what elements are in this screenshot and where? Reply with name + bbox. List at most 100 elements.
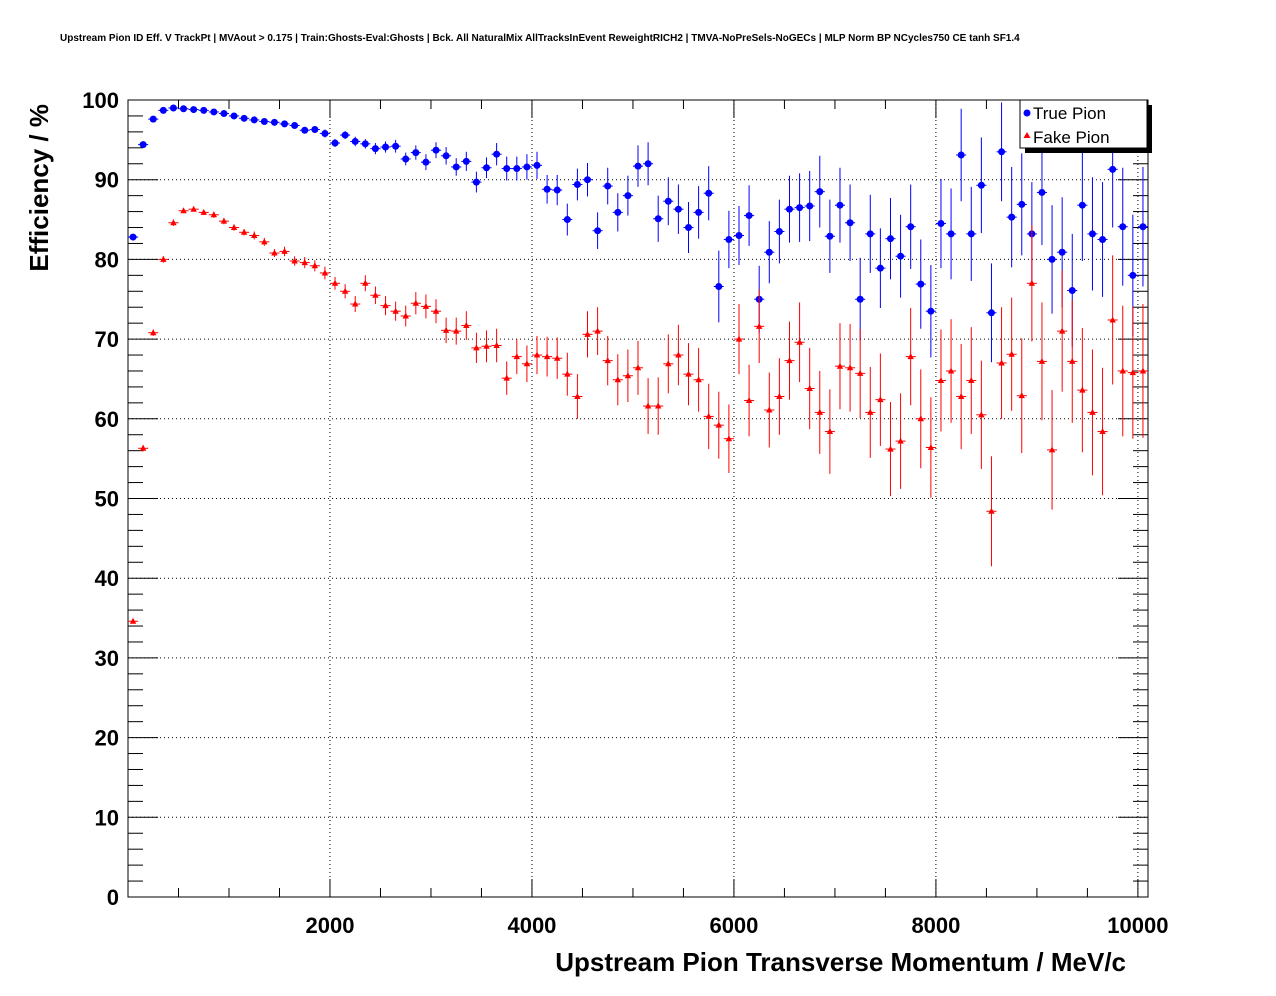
fake-pion-point [412, 299, 420, 306]
true-pion-point [503, 165, 511, 173]
y-tick-label: 10 [95, 805, 119, 830]
true-pion-point [533, 161, 541, 169]
true-pion-point [826, 232, 834, 240]
fake-pion-point [1028, 279, 1036, 286]
true-pion-point [1088, 230, 1096, 238]
fake-pion-point [675, 351, 682, 358]
fake-pion-point [220, 217, 228, 224]
x-tick-label: 4000 [507, 913, 556, 938]
fake-pion-point [1048, 446, 1056, 453]
fake-pion-point [554, 354, 561, 361]
true-pion-point [907, 223, 915, 231]
true-pion-series [128, 102, 1148, 363]
true-pion-point [220, 110, 228, 118]
fake-pion-point [796, 338, 803, 345]
y-tick-label: 70 [95, 327, 119, 352]
true-pion-point [210, 108, 218, 116]
fake-pion-point [897, 437, 904, 444]
fake-pion-point [129, 617, 137, 624]
true-pion-point [897, 252, 905, 260]
fake-pion-point [816, 408, 823, 415]
fake-pion-point [634, 364, 642, 371]
fake-pion-point [331, 279, 339, 286]
true-pion-point [967, 230, 975, 238]
grid-lines [128, 99, 1148, 897]
fake-pion-point [442, 326, 450, 333]
legend-box [1019, 99, 1148, 149]
fake-pion-point [846, 364, 854, 371]
fake-pion-point [392, 307, 399, 314]
fake-pion-point [745, 396, 753, 403]
true-pion-point [281, 120, 289, 128]
y-tick-label: 0 [107, 885, 119, 910]
fake-pion-point [776, 392, 783, 399]
true-pion-point [674, 205, 682, 213]
true-pion-point [139, 141, 147, 149]
fake-pion-point [170, 219, 177, 226]
fake-pion-point [755, 322, 763, 329]
true-pion-point [614, 208, 622, 216]
fake-pion-point [937, 377, 945, 384]
fake-pion-point [1008, 350, 1015, 357]
true-pion-point [634, 162, 642, 170]
y-tick-label: 60 [95, 407, 119, 432]
fake-pion-point [624, 372, 632, 379]
y-tick-label: 100 [82, 88, 119, 113]
fake-pion-point [1038, 357, 1046, 364]
true-pion-point [1008, 213, 1016, 221]
fake-pion-point [1119, 367, 1126, 374]
true-pion-point [392, 142, 400, 150]
y-tick-label: 40 [95, 566, 119, 591]
fake-pion-point [230, 224, 238, 231]
true-pion-point [644, 160, 652, 168]
legend-true-pion-label: True Pion [1033, 104, 1106, 123]
fake-pion-point [947, 367, 955, 374]
true-pion-point [1058, 248, 1066, 256]
data-series [128, 102, 1148, 624]
fake-pion-point [523, 360, 531, 367]
true-pion-point [493, 150, 501, 158]
true-pion-point [705, 189, 713, 197]
fake-pion-point [856, 369, 864, 376]
legend-true-pion-marker [1023, 109, 1031, 117]
true-pion-point [796, 204, 804, 212]
true-pion-point [240, 114, 248, 122]
fake-pion-point [594, 327, 601, 334]
true-pion-point [765, 248, 773, 256]
fake-pion-point [210, 211, 218, 218]
true-pion-point [836, 201, 844, 209]
fake-pion-point [988, 507, 995, 514]
fake-pion-point [372, 291, 379, 298]
fake-pion-point [352, 300, 359, 307]
true-pion-point [594, 227, 602, 235]
fake-pion-point [513, 353, 521, 360]
fake-pion-point [180, 207, 187, 214]
true-pion-point [1068, 286, 1076, 294]
true-pion-point [462, 157, 470, 165]
y-tick-label: 20 [95, 726, 119, 751]
fake-pion-point [685, 370, 692, 377]
true-pion-point [412, 149, 420, 157]
fake-pion-point [1018, 392, 1025, 399]
fake-pion-point [362, 279, 369, 286]
fake-pion-point [1139, 367, 1147, 374]
fake-pion-point [665, 360, 672, 367]
true-pion-point [422, 158, 430, 166]
true-pion-point [402, 155, 410, 163]
true-pion-point [977, 181, 985, 189]
true-pion-point [361, 140, 369, 148]
true-pion-point [432, 146, 440, 154]
true-pion-point [1119, 223, 1127, 231]
fake-pion-point [766, 406, 773, 413]
true-pion-point [664, 197, 672, 205]
fake-pion-point [139, 444, 147, 451]
true-pion-point [321, 129, 329, 137]
fake-pion-point [614, 376, 622, 383]
fake-pion-point [301, 259, 308, 266]
legend: True Pion Fake Pion [1019, 99, 1152, 153]
true-pion-point [169, 104, 177, 112]
true-pion-point [341, 131, 349, 139]
fake-pion-point [402, 312, 409, 319]
true-pion-point [775, 228, 783, 236]
true-pion-point [129, 233, 137, 241]
